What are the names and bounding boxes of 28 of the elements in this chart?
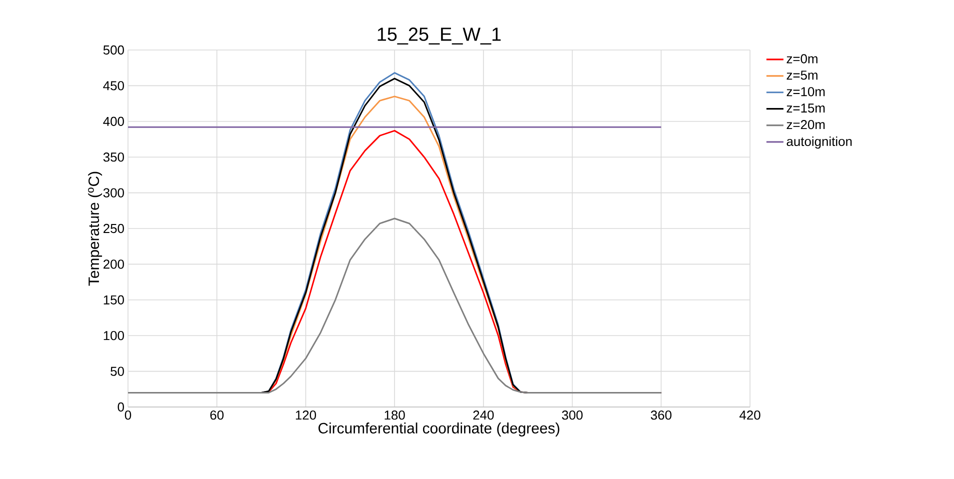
y-tick-label: 450 <box>103 81 124 90</box>
x-tick-label: 300 <box>562 410 583 420</box>
x-tick-label: 0 <box>124 410 132 420</box>
y-axis-title: Temperature ($^{o}$C) <box>88 172 102 286</box>
x-axis-title: Circumferential coordinate (degrees) <box>318 422 560 436</box>
y-tick-label: 250 <box>104 224 124 234</box>
legend-label: z=5m <box>786 70 818 80</box>
x-tick-label: 420 <box>740 410 760 420</box>
x-tick-label: 60 <box>210 410 224 420</box>
legend-label: z=15m <box>786 104 825 113</box>
x-tick-label: 120 <box>296 410 316 420</box>
y-tick-label: 400 <box>103 116 124 126</box>
x-tick-label: 180 <box>384 410 405 420</box>
chart-title: 15_25_E_W_1 <box>378 28 501 45</box>
y-tick-label: 0 <box>118 402 124 412</box>
y-tick-label: 500 <box>103 45 124 55</box>
legend-label: z=0m <box>786 54 818 64</box>
legend-label: autoignition <box>786 136 852 149</box>
legend-label: z=20m <box>786 120 825 130</box>
x-tick-label: 240 <box>473 410 494 420</box>
y-tick-label: 50 <box>110 366 124 376</box>
y-tick-label: 150 <box>104 295 124 304</box>
y-tick-label: 350 <box>103 152 124 162</box>
y-tick-label: 200 <box>104 260 124 269</box>
x-tick-label: 360 <box>650 410 672 420</box>
legend-label: z=10m <box>786 87 825 96</box>
y-tick-label: 100 <box>104 331 124 340</box>
y-tick-label: 300 <box>103 188 124 198</box>
